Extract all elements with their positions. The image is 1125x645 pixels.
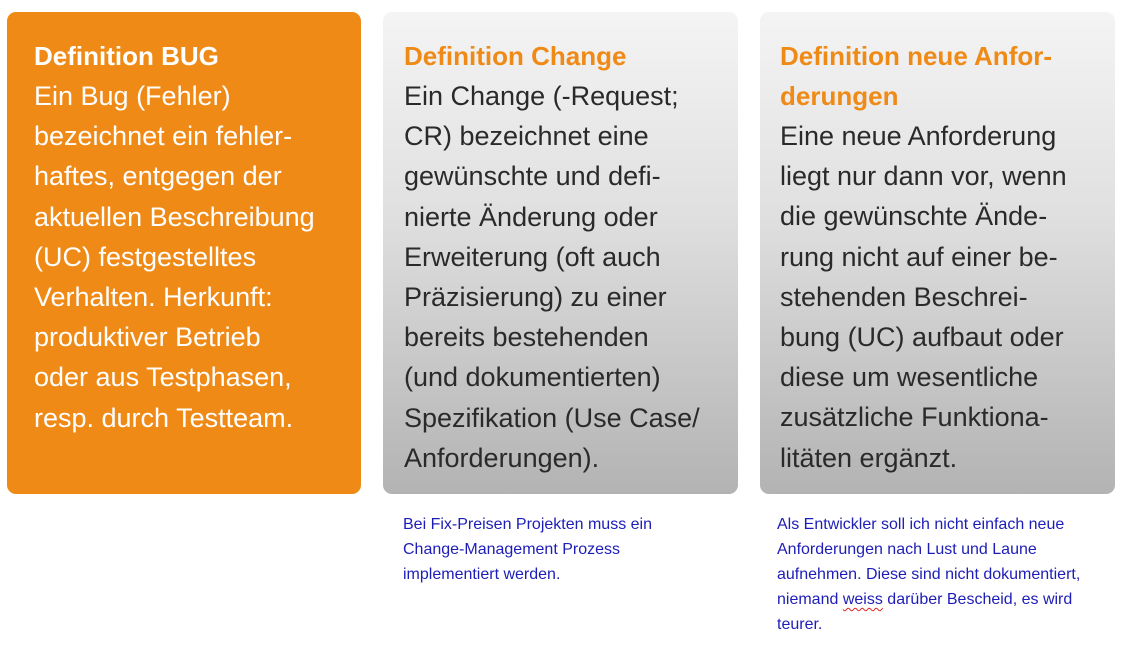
note-change-management: Bei Fix-Preisen Projekten muss ein Chang… bbox=[403, 512, 652, 587]
body-line: Spezifikation (Use Case/ bbox=[404, 402, 700, 433]
body-line: Ein Change (-Request; bbox=[404, 81, 679, 111]
title-line: Definition neue Anfor- bbox=[780, 41, 1053, 71]
title-line: Definition Change bbox=[404, 41, 627, 71]
body-line: die gewünschte Ände- bbox=[780, 201, 1048, 232]
card-definition-change: Definition Change Ein Change (-Request; … bbox=[383, 12, 738, 494]
body-line: Präzisierung) zu einer bbox=[404, 282, 667, 313]
note-line: Bei Fix-Preisen Projekten muss ein bbox=[403, 516, 652, 533]
note-text-segment: darüber Bescheid, es wird bbox=[882, 591, 1073, 608]
card-body: Ein Change (-Request; CR) bezeichnet ein… bbox=[404, 76, 738, 478]
body-line: produktiver Betrieb bbox=[34, 322, 261, 353]
body-line: Erweiterung (oft auch bbox=[404, 241, 661, 272]
body-line: bereits bestehenden bbox=[404, 322, 649, 353]
body-line: Anforderungen). bbox=[404, 442, 600, 473]
note-text-segment: niemand bbox=[777, 591, 843, 608]
title-line: Definition BUG bbox=[34, 41, 219, 71]
body-line: Verhalten. Herkunft: bbox=[34, 282, 273, 313]
body-line: (und dokumentierten) bbox=[404, 362, 661, 393]
note-line: Als Entwickler soll ich nicht einfach ne… bbox=[777, 516, 1065, 533]
card-definition-bug: Definition BUG Ein Bug (Fehler) bezeichn… bbox=[7, 12, 361, 494]
card-definition-new-requirements: Definition neue Anfor- derungen Eine neu… bbox=[760, 12, 1115, 494]
body-line: liegt nur dann vor, wenn bbox=[780, 161, 1067, 192]
card-title: Definition BUG bbox=[34, 36, 361, 76]
body-line: Eine neue Anforderung bbox=[780, 121, 1057, 151]
body-line: Ein Bug (Fehler) bbox=[34, 81, 231, 111]
title-line: derungen bbox=[780, 81, 899, 111]
body-line: bezeichnet ein fehler- bbox=[34, 121, 293, 152]
body-line: stehenden Beschrei- bbox=[780, 281, 1028, 312]
card-body: Ein Bug (Fehler) bezeichnet ein fehler- … bbox=[34, 76, 361, 438]
note-new-requirements: Als Entwickler soll ich nicht einfach ne… bbox=[777, 512, 1080, 637]
note-line: niemand weiss darüber Bescheid, es wird bbox=[777, 587, 1080, 612]
body-line: bung (UC) aufbaut oder bbox=[780, 322, 1064, 353]
body-line: resp. durch Testteam. bbox=[34, 402, 294, 433]
note-line: Change-Management Prozess bbox=[403, 541, 621, 558]
body-line: CR) bezeichnet eine bbox=[404, 121, 649, 152]
body-line: litäten ergänzt. bbox=[780, 442, 958, 473]
body-line: zusätzliche Funktiona- bbox=[780, 402, 1049, 433]
body-line: gewünschte und defi- bbox=[404, 161, 661, 192]
body-line: (UC) festgestelltes bbox=[34, 241, 257, 272]
body-line: rung nicht auf einer be- bbox=[780, 241, 1058, 272]
body-line: oder aus Testphasen, bbox=[34, 362, 292, 393]
card-body: Eine neue Anforderung liegt nur dann vor… bbox=[780, 116, 1115, 478]
note-line: teurer. bbox=[777, 616, 823, 633]
body-line: aktuellen Beschreibung bbox=[34, 201, 315, 232]
note-line: Anforderungen nach Lust und Laune bbox=[777, 541, 1037, 558]
note-line: implementiert werden. bbox=[403, 566, 561, 583]
misspelled-word: weiss bbox=[842, 591, 883, 608]
note-line: aufnehmen. Diese sind nicht dokumentiert… bbox=[777, 566, 1081, 583]
body-line: diese um wesentliche bbox=[780, 362, 1039, 393]
body-line: nierte Änderung oder bbox=[404, 201, 658, 232]
body-line: haftes, entgegen der bbox=[34, 161, 282, 192]
card-title: Definition Change bbox=[404, 36, 738, 76]
card-title: Definition neue Anfor- derungen bbox=[780, 36, 1115, 116]
